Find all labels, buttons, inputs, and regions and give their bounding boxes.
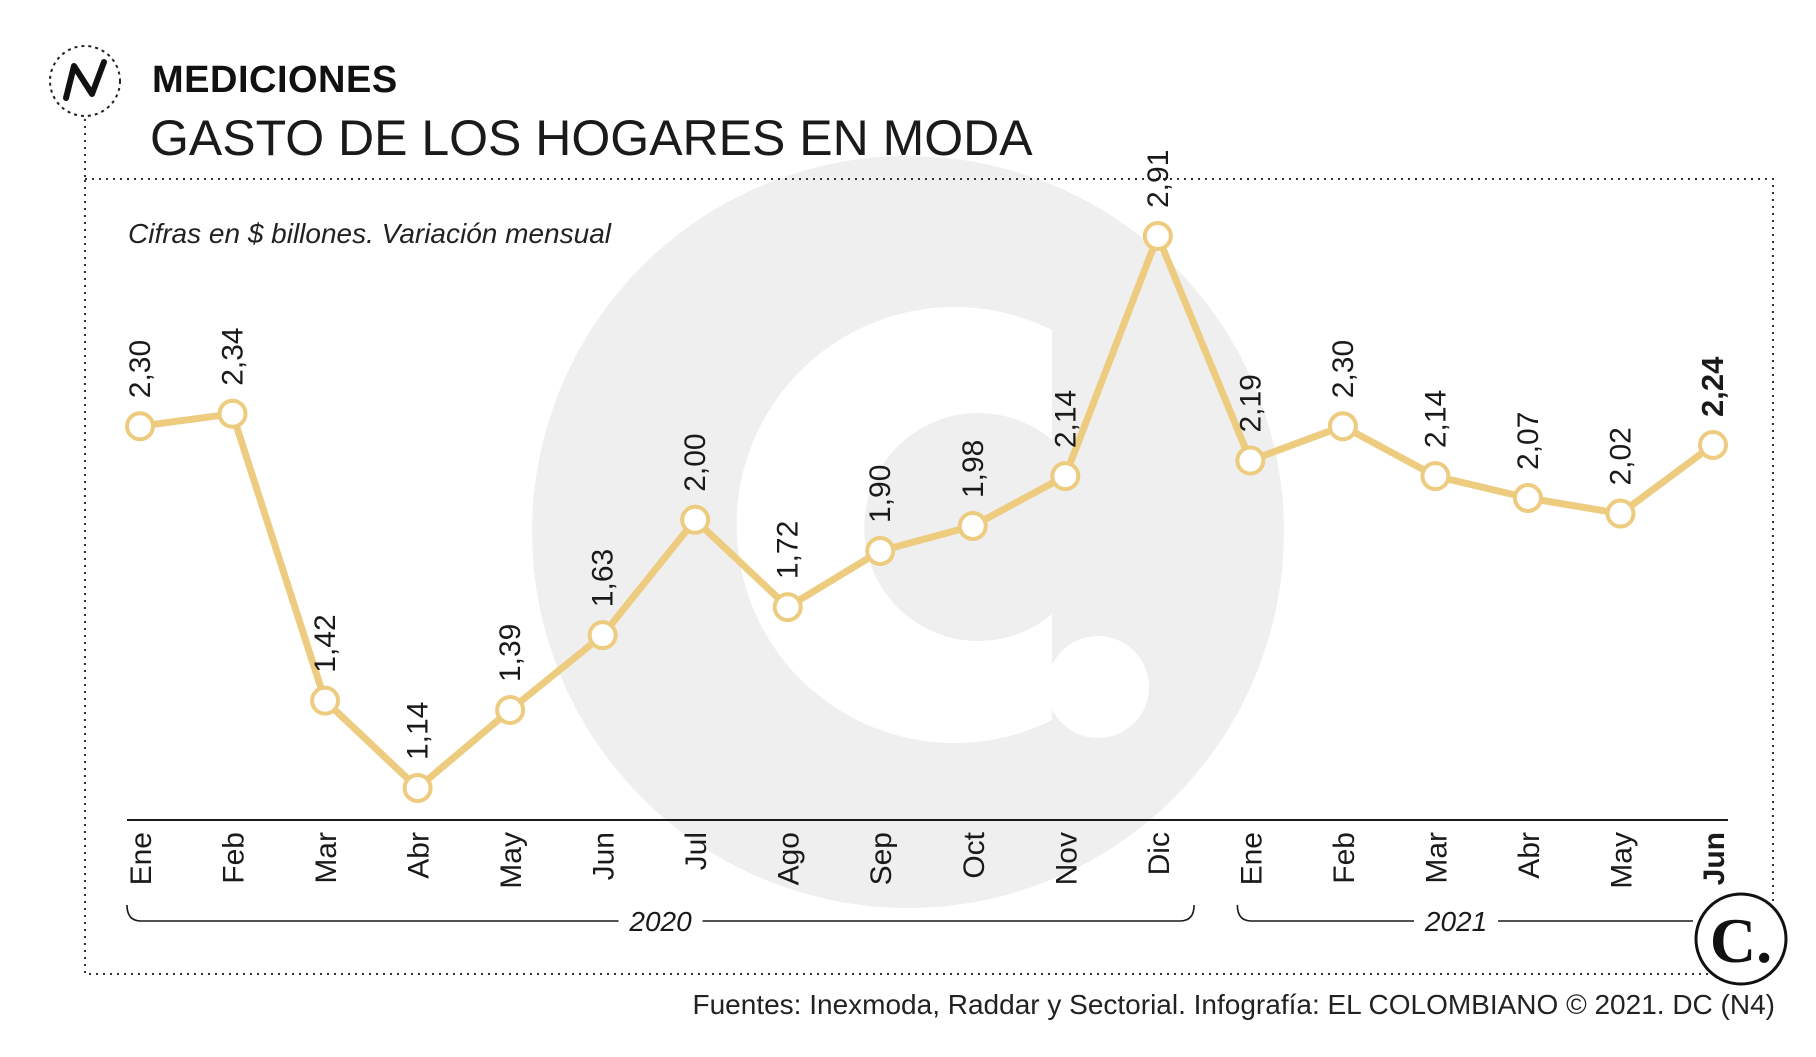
data-point-marker: [1235, 445, 1266, 476]
data-point-marker: [957, 511, 988, 542]
data-point-marker: [1698, 429, 1728, 460]
data-value-label: 2,34: [217, 327, 250, 385]
chart-tick-layer: Ene Feb Mar Abr May Jun Jul Ago Sep Oct Nov Dic Ene F…: [125, 831, 1731, 888]
watermark-c-letter: [736, 307, 1052, 743]
year-bracket-left: [126, 904, 619, 922]
x-tick-label: Mar: [1420, 832, 1453, 884]
chart-marker-layer: [125, 221, 1728, 803]
brand-logo-circle: [1694, 892, 1788, 986]
brand-logo-letter: C.: [1710, 905, 1772, 976]
data-value-label: 2,02: [1604, 427, 1637, 485]
data-value-label: 1,63: [587, 549, 620, 607]
data-point-marker: [1142, 221, 1173, 251]
x-tick-label: Jul: [680, 832, 713, 870]
year-label: 2020: [628, 906, 692, 937]
data-value-label: 2,07: [1512, 412, 1545, 470]
data-point-marker: [680, 504, 711, 535]
chart-subtitle: Cifras en $ billones. Variación mensual: [128, 218, 612, 249]
x-tick-label: Jun: [588, 832, 621, 880]
year-label: 2021: [1424, 906, 1487, 937]
section-label: MEDICIONES: [152, 59, 398, 101]
data-value-label: 2,91: [1142, 150, 1175, 208]
watermark-c-dot: [1047, 636, 1149, 738]
data-point-marker: [587, 620, 618, 651]
data-point-marker: [1605, 498, 1636, 529]
data-value-label: 1,42: [309, 614, 342, 672]
data-value-label: 1,72: [772, 521, 805, 579]
data-point-marker: [217, 398, 248, 429]
chart-frame: [84, 178, 1774, 975]
year-bracket-left: [1236, 904, 1415, 922]
year-bracket: 2020: [126, 904, 1195, 937]
year-bracket: 2021: [1236, 904, 1693, 937]
chart-value-label-layer: 2,30 2,34 1,42 1,14 1,39 1,63 2,00 1,72 1,90 1,98…: [124, 150, 1730, 760]
x-tick-label: Oct: [958, 831, 991, 878]
data-value-label: 2,14: [1419, 390, 1452, 448]
data-point-marker: [1327, 411, 1358, 442]
data-value-label: 1,90: [864, 465, 897, 523]
x-tick-label: Abr: [1513, 832, 1546, 879]
x-tick-label: Ago: [773, 832, 806, 885]
data-value-label: 2,19: [1234, 374, 1267, 432]
el-colombiano-logo: C.: [1694, 892, 1788, 986]
x-tick-label: Feb: [1328, 832, 1361, 884]
data-value-label: 1,14: [402, 702, 435, 760]
x-tick-label: Feb: [218, 832, 251, 884]
data-value-label: 2,30: [1327, 340, 1360, 398]
data-value-label: 1,98: [957, 440, 990, 498]
data-point-marker: [402, 773, 433, 803]
chart-year-group-layer: 2020 2021: [126, 904, 1693, 937]
n-zigzag-icon: [63, 59, 107, 101]
x-tick-label: Ene: [125, 832, 158, 885]
watermark-c-logo: [532, 156, 1284, 908]
page-title: GASTO DE LOS HOGARES EN MODA: [150, 110, 1033, 166]
year-bracket-right: [702, 904, 1195, 922]
data-point-marker: [1050, 461, 1081, 492]
data-value-label: 2,24: [1695, 356, 1730, 417]
x-tick-label: Jun: [1698, 832, 1731, 885]
data-value-label: 1,39: [494, 624, 527, 682]
x-tick-label: May: [1605, 832, 1638, 889]
x-tick-label: Sep: [865, 832, 898, 885]
series-line: [136, 232, 1717, 792]
data-value-label: 2,00: [679, 433, 712, 491]
x-tick-label: Ene: [1235, 832, 1268, 885]
data-point-marker: [125, 411, 155, 442]
data-value-label: 2,30: [124, 340, 157, 398]
x-tick-label: Dic: [1143, 832, 1176, 875]
data-point-marker: [1512, 482, 1543, 513]
data-point-marker: [1420, 461, 1451, 492]
source-note: Fuentes: Inexmoda, Raddar y Sectorial. I…: [693, 989, 1776, 1020]
chart-line-layer: [136, 232, 1717, 792]
data-point-marker: [772, 592, 803, 623]
section-logo: [49, 45, 121, 117]
data-point-marker: [310, 685, 341, 716]
x-tick-label: Abr: [403, 832, 436, 879]
x-tick-label: Mar: [310, 832, 343, 884]
data-point-marker: [865, 535, 896, 566]
x-tick-label: May: [495, 832, 528, 889]
x-tick-label: Nov: [1050, 832, 1083, 885]
data-point-marker: [495, 695, 526, 726]
data-value-label: 2,14: [1049, 390, 1082, 448]
